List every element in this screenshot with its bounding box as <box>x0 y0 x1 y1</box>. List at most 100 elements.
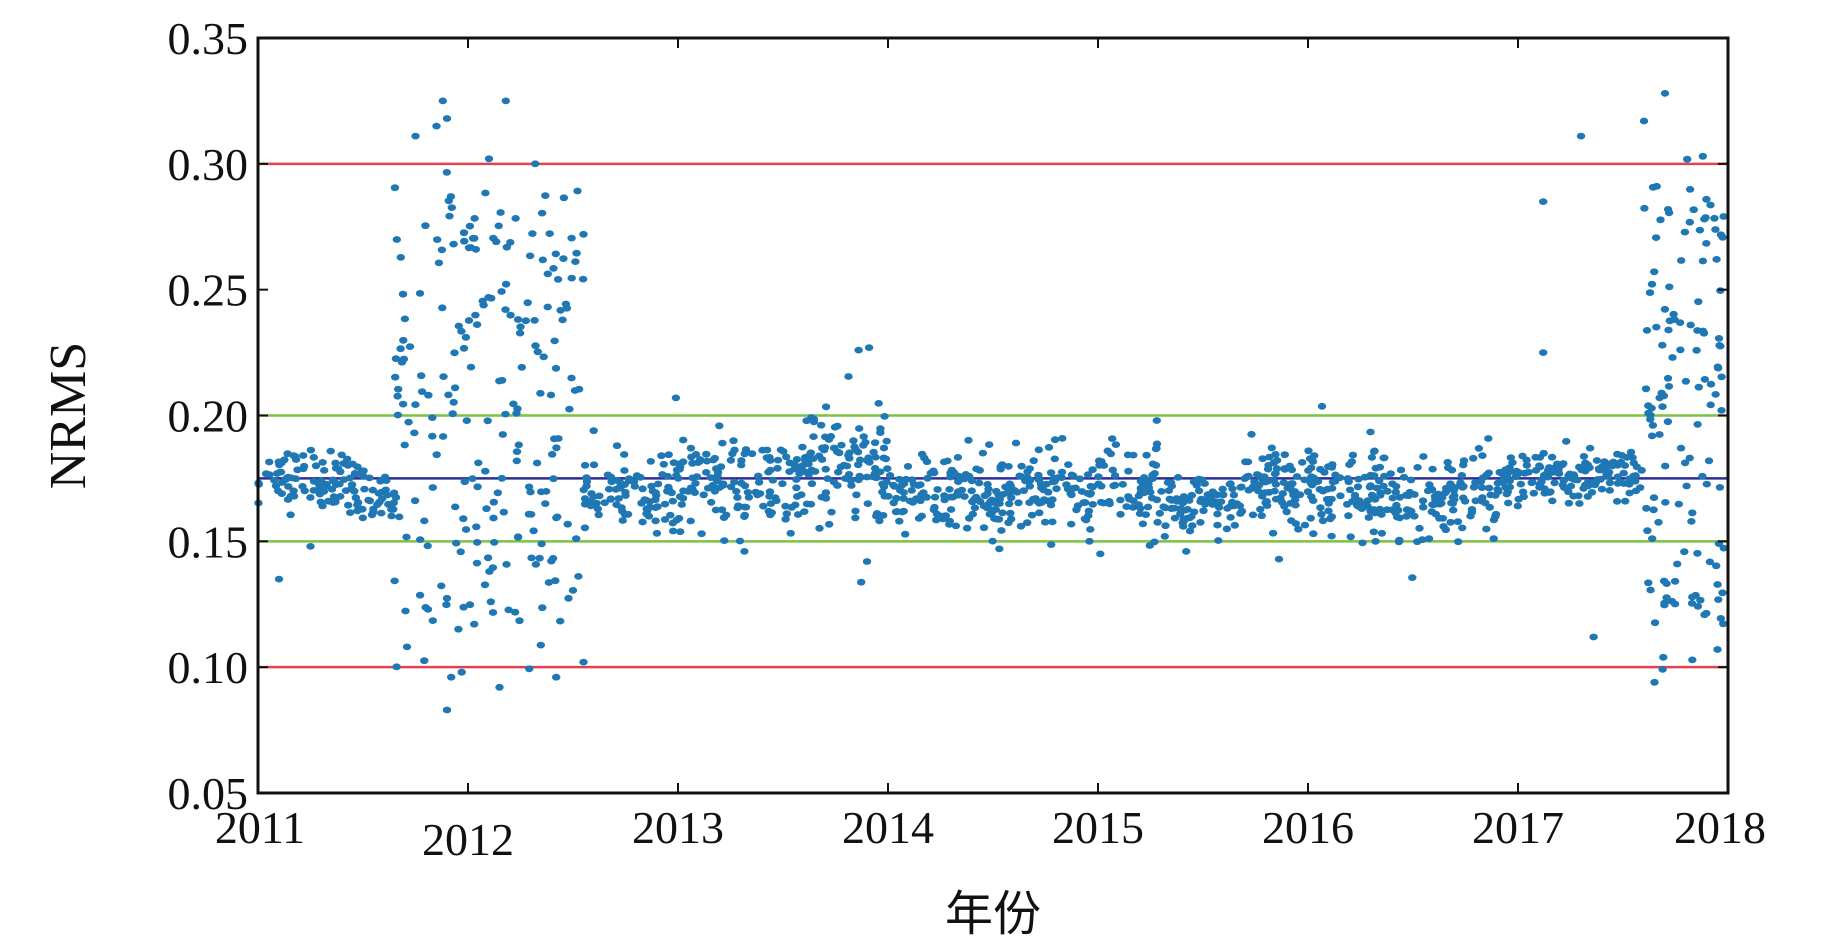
data-point <box>754 478 764 486</box>
data-point <box>390 577 399 585</box>
data-point <box>1692 346 1701 354</box>
data-point <box>1237 483 1246 491</box>
data-point <box>751 488 760 496</box>
data-point <box>514 441 523 449</box>
data-point <box>1626 448 1636 456</box>
data-point <box>578 275 588 283</box>
data-point <box>691 480 700 487</box>
data-point <box>1159 503 1168 511</box>
x-tick-label: 2014 <box>842 802 934 853</box>
data-point <box>1218 485 1227 493</box>
data-point <box>393 392 402 400</box>
data-point <box>1170 514 1180 522</box>
data-point <box>459 229 469 237</box>
data-point <box>358 514 367 522</box>
data-point <box>400 441 409 449</box>
data-point <box>1716 615 1726 622</box>
data-point <box>1559 477 1569 484</box>
data-point <box>1696 596 1705 604</box>
data-point <box>488 609 498 616</box>
data-point <box>1713 581 1722 588</box>
data-point <box>1535 463 1545 471</box>
data-point <box>538 604 547 612</box>
data-point <box>1370 507 1379 515</box>
data-point <box>570 387 580 394</box>
data-point <box>823 475 832 482</box>
data-point <box>668 527 678 535</box>
data-point <box>1300 476 1309 484</box>
data-point <box>461 333 471 341</box>
data-point <box>324 497 333 505</box>
x-tick-label: 2013 <box>632 802 724 853</box>
data-point <box>899 489 908 496</box>
data-point <box>903 463 913 470</box>
y-tick-label: 0.30 <box>168 139 249 190</box>
data-point <box>1141 477 1151 485</box>
data-point <box>1280 502 1289 510</box>
data-point <box>1204 496 1214 504</box>
data-point <box>376 477 385 485</box>
data-point <box>1306 514 1315 522</box>
data-point <box>781 515 790 523</box>
x-tick-label: 2015 <box>1052 802 1144 853</box>
data-point <box>1134 501 1143 509</box>
data-point <box>1105 500 1114 508</box>
data-point <box>1328 461 1337 468</box>
data-point <box>1309 530 1318 538</box>
data-point <box>1478 494 1487 501</box>
data-point <box>1348 451 1358 459</box>
data-point <box>1196 519 1205 526</box>
data-point <box>1689 206 1698 214</box>
data-point <box>1146 488 1155 496</box>
data-point <box>544 579 554 586</box>
data-point <box>1664 209 1674 217</box>
data-point <box>327 485 337 493</box>
data-point <box>1640 204 1649 212</box>
data-point <box>1717 407 1726 414</box>
data-point <box>1324 507 1333 515</box>
data-point <box>688 474 697 482</box>
data-point <box>265 471 274 478</box>
data-point <box>381 486 390 494</box>
data-point <box>870 439 880 447</box>
data-point <box>404 418 413 426</box>
data-point <box>960 493 969 500</box>
data-point <box>1529 489 1539 497</box>
data-point <box>939 458 949 466</box>
data-point <box>1185 514 1195 522</box>
data-point <box>589 461 599 469</box>
data-point <box>1022 519 1032 527</box>
data-point <box>880 413 889 420</box>
data-point <box>722 511 731 519</box>
data-point <box>677 501 686 508</box>
data-point <box>1594 465 1604 473</box>
data-point <box>687 453 696 461</box>
data-point <box>428 484 437 491</box>
data-point <box>1553 469 1563 477</box>
data-point <box>666 511 675 519</box>
data-point <box>1651 234 1661 242</box>
data-point <box>1605 479 1615 487</box>
data-point <box>497 376 507 384</box>
data-point <box>1041 518 1050 526</box>
data-point <box>1372 484 1382 492</box>
data-point <box>399 355 409 363</box>
data-point <box>1408 574 1417 581</box>
data-point <box>743 489 753 496</box>
data-point <box>1686 321 1695 329</box>
data-point <box>1516 480 1526 488</box>
data-point <box>1096 550 1105 558</box>
data-point <box>1279 479 1289 486</box>
data-point <box>855 472 864 480</box>
data-point <box>1233 501 1242 509</box>
data-point <box>1714 596 1723 603</box>
data-point <box>979 524 989 532</box>
data-point <box>552 444 561 452</box>
data-point <box>844 471 854 478</box>
data-point <box>428 432 437 440</box>
data-point <box>1646 586 1655 594</box>
x-tick-label: 2017 <box>1472 802 1564 853</box>
data-point <box>1612 498 1622 505</box>
data-point <box>442 169 451 176</box>
data-point <box>953 454 963 461</box>
